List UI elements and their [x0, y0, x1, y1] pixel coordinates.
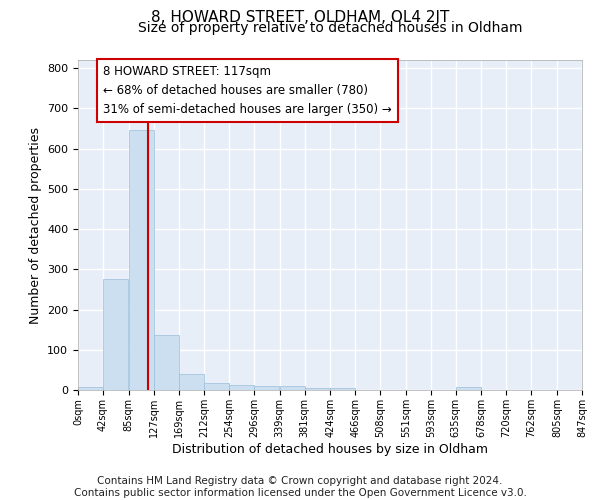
Text: Contains HM Land Registry data © Crown copyright and database right 2024.
Contai: Contains HM Land Registry data © Crown c…: [74, 476, 526, 498]
Bar: [204, 383, 229, 390]
Bar: [229, 385, 254, 390]
Bar: [254, 386, 279, 390]
Bar: [456, 387, 481, 390]
Bar: [179, 374, 203, 390]
Bar: [330, 388, 355, 390]
Y-axis label: Number of detached properties: Number of detached properties: [29, 126, 41, 324]
Bar: [103, 280, 128, 390]
Title: Size of property relative to detached houses in Oldham: Size of property relative to detached ho…: [138, 21, 522, 35]
Bar: [128, 130, 154, 390]
Bar: [305, 388, 330, 390]
X-axis label: Distribution of detached houses by size in Oldham: Distribution of detached houses by size …: [172, 442, 488, 456]
Bar: [154, 335, 179, 390]
Bar: [280, 386, 305, 390]
Bar: [78, 387, 103, 390]
Text: 8 HOWARD STREET: 117sqm
← 68% of detached houses are smaller (780)
31% of semi-d: 8 HOWARD STREET: 117sqm ← 68% of detache…: [103, 65, 392, 116]
Text: 8, HOWARD STREET, OLDHAM, OL4 2JT: 8, HOWARD STREET, OLDHAM, OL4 2JT: [151, 10, 449, 25]
